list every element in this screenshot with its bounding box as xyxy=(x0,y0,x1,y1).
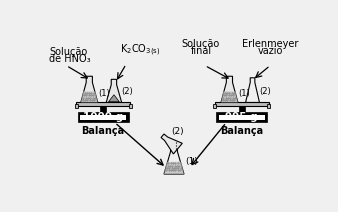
Bar xyxy=(239,106,245,112)
Text: Solução: Solução xyxy=(49,47,88,57)
Bar xyxy=(75,104,78,108)
Bar xyxy=(267,104,270,108)
Text: Balança: Balança xyxy=(220,126,263,135)
Bar xyxy=(128,104,131,108)
Polygon shape xyxy=(161,134,182,154)
Polygon shape xyxy=(221,91,238,102)
Bar xyxy=(213,104,216,108)
Text: (2): (2) xyxy=(122,87,134,96)
Bar xyxy=(76,102,130,106)
Polygon shape xyxy=(221,76,238,102)
Bar xyxy=(219,115,265,120)
Text: $\mathregular{K_2CO_{3(s)}}$: $\mathregular{K_2CO_{3(s)}}$ xyxy=(120,42,161,58)
Bar xyxy=(216,112,267,123)
Text: 1000 g: 1000 g xyxy=(83,112,123,123)
Polygon shape xyxy=(164,162,184,174)
Bar xyxy=(80,115,126,120)
Polygon shape xyxy=(164,145,184,174)
Text: (2): (2) xyxy=(171,127,184,135)
Polygon shape xyxy=(81,91,98,102)
Text: (2): (2) xyxy=(260,87,271,96)
Text: (1): (1) xyxy=(239,89,250,98)
Bar xyxy=(100,106,106,112)
Text: Solução: Solução xyxy=(182,39,220,49)
Bar xyxy=(78,112,128,123)
Text: Balança: Balança xyxy=(81,126,125,135)
Polygon shape xyxy=(108,95,119,102)
Text: Erlenmeyer: Erlenmeyer xyxy=(242,39,298,49)
Bar xyxy=(215,102,269,106)
Text: (1): (1) xyxy=(99,89,110,98)
Text: 995 g: 995 g xyxy=(225,112,258,123)
Polygon shape xyxy=(246,78,260,102)
Text: (1): (1) xyxy=(185,157,197,166)
Polygon shape xyxy=(106,79,122,102)
Text: final: final xyxy=(190,46,212,56)
Polygon shape xyxy=(81,76,98,102)
Text: de HNO₃: de HNO₃ xyxy=(49,54,91,64)
Text: vazio: vazio xyxy=(258,46,283,56)
